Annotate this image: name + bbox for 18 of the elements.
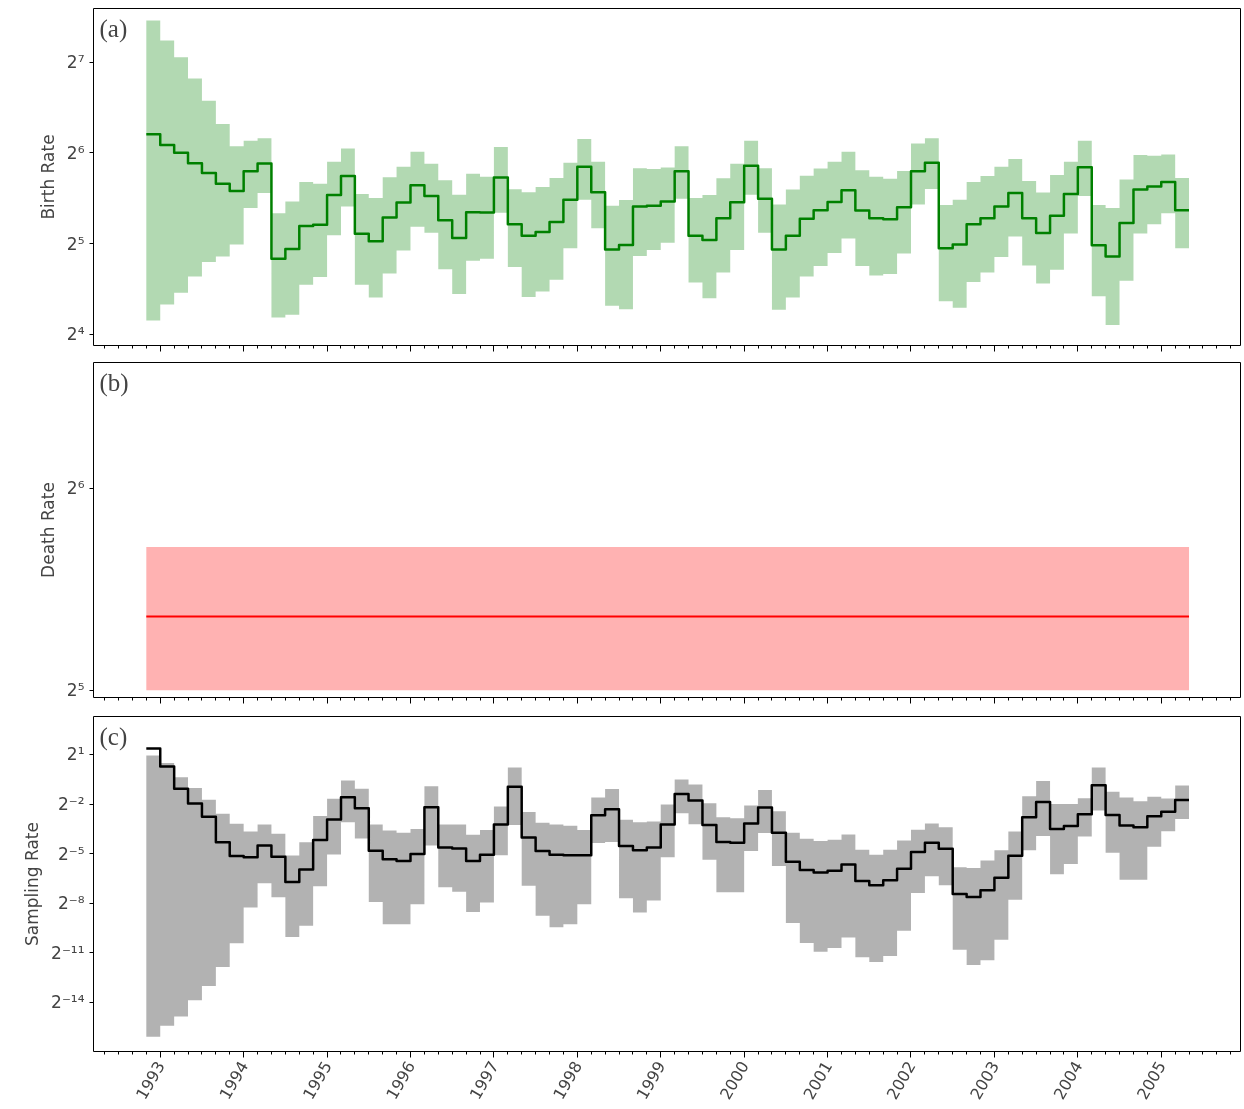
y-tick-label: 2⁵ <box>66 680 85 701</box>
annotation: (c) <box>99 722 128 751</box>
y-tick-label: 2⁷ <box>66 52 85 73</box>
y-axis-title: Sampling Rate <box>22 822 43 946</box>
y-axis-title: Death Rate <box>37 482 58 578</box>
y-axis-title: Birth Rate <box>37 134 58 220</box>
y-tick-label: 2⁻⁵ <box>57 843 85 864</box>
y-tick-label: 2⁻² <box>57 794 85 815</box>
y-tick-label: 2⁶ <box>66 478 85 499</box>
annotation: (a) <box>99 14 128 43</box>
y-tick-label: 2¹ <box>66 744 85 765</box>
y-tick-label: 2⁶ <box>66 142 85 163</box>
annotation: (b) <box>99 368 129 397</box>
y-tick-label: 2⁻¹¹ <box>51 942 85 963</box>
y-tick-label: 2⁴ <box>66 324 85 345</box>
y-tick-label: 2⁵ <box>66 233 85 254</box>
y-tick-label: 2⁻⁸ <box>57 893 85 914</box>
y-tick-label: 2⁻¹⁴ <box>51 992 85 1013</box>
